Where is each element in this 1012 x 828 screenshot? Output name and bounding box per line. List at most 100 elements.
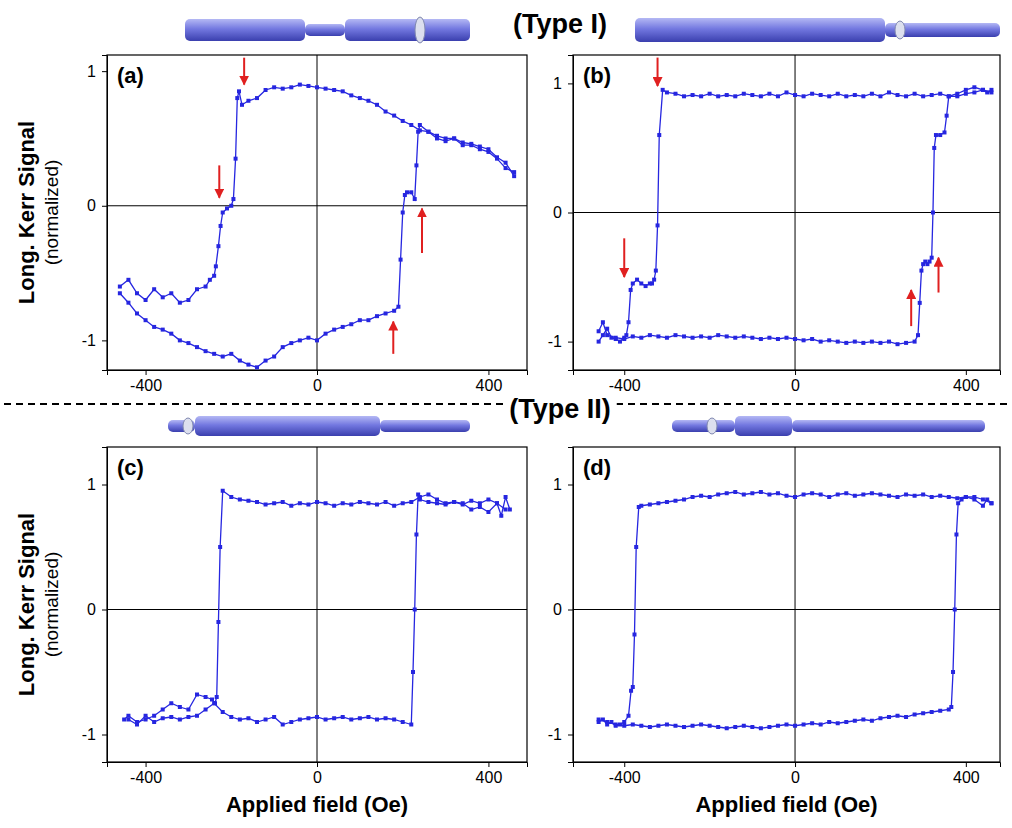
x-tick: 400	[476, 370, 503, 394]
x-tick: -400	[609, 762, 641, 786]
annotation-arrow	[392, 322, 394, 354]
data-point	[289, 504, 293, 508]
data-point	[204, 285, 208, 289]
data-point	[682, 94, 686, 98]
data-point	[366, 715, 370, 719]
data-point	[444, 139, 448, 143]
x-tick-label: -400	[130, 769, 162, 786]
x-zero-line	[317, 447, 318, 762]
data-point	[691, 495, 695, 499]
data-point	[416, 130, 420, 134]
data-point	[375, 314, 379, 318]
data-point	[691, 724, 695, 728]
data-point	[289, 341, 293, 345]
y-tick-label: 0	[87, 197, 96, 214]
data-point	[144, 318, 148, 322]
data-point	[255, 365, 259, 369]
wire-segment	[305, 24, 345, 36]
data-point	[478, 147, 482, 151]
data-point	[229, 495, 233, 499]
data-point	[836, 92, 840, 96]
data-point	[399, 258, 403, 262]
y-tick-label: 1	[87, 63, 96, 80]
data-point	[733, 725, 737, 729]
data-point	[186, 298, 190, 302]
data-point	[932, 146, 936, 150]
y-tick-mark	[102, 340, 107, 341]
data-point	[298, 338, 302, 342]
data-point	[793, 93, 797, 97]
data-point	[324, 501, 328, 505]
group-title: (Type I)	[513, 9, 607, 39]
data-point	[896, 93, 900, 97]
data-point	[597, 329, 601, 333]
data-point	[281, 345, 285, 349]
y-tick-label: 0	[553, 204, 562, 221]
data-point	[418, 123, 422, 127]
data-point	[597, 340, 601, 344]
data-point	[358, 716, 362, 720]
data-point	[896, 342, 900, 346]
data-point	[951, 670, 955, 674]
x-tick-mark	[966, 370, 967, 375]
panel: -4000400-101(a)Long. Kerr Signal(normali…	[14, 17, 528, 394]
data-point	[306, 716, 310, 720]
x-axis-line	[574, 371, 1001, 376]
data-point	[384, 716, 388, 720]
data-point	[699, 334, 703, 338]
data-point	[289, 85, 293, 89]
data-point	[759, 94, 763, 98]
x-tick-mark	[966, 762, 967, 767]
data-point	[416, 493, 420, 497]
data-point	[332, 88, 336, 92]
y-tick-label: -1	[82, 726, 96, 743]
data-point	[913, 494, 917, 498]
data-point	[349, 503, 353, 507]
data-point	[836, 340, 840, 344]
y-tick-label: 1	[553, 476, 562, 493]
data-point	[827, 495, 831, 499]
wire-segment	[672, 420, 735, 432]
data-point	[904, 715, 908, 719]
data-point	[478, 501, 482, 505]
data-point	[255, 96, 259, 100]
wire-segment	[195, 416, 380, 436]
data-point	[144, 714, 148, 718]
data-point	[240, 103, 244, 107]
data-point	[656, 724, 660, 728]
data-point	[691, 336, 695, 340]
y-tick: 0	[87, 197, 107, 214]
x-tick-label: 400	[476, 769, 503, 786]
x-tick-mark	[795, 370, 796, 375]
data-point	[221, 211, 225, 215]
x-tick-label: 400	[953, 769, 980, 786]
wire-segment	[185, 19, 305, 41]
data-point	[272, 355, 276, 359]
data-point	[776, 491, 780, 495]
data-point	[332, 504, 336, 508]
data-point	[802, 493, 806, 497]
wire-segment	[380, 420, 470, 432]
nanowire	[185, 17, 470, 43]
data-point	[913, 92, 917, 96]
data-point	[392, 504, 396, 508]
wire-ring	[183, 418, 193, 434]
data-point	[499, 514, 503, 518]
data-point	[375, 103, 379, 107]
y-tick: 0	[553, 204, 573, 221]
data-point	[384, 311, 388, 315]
data-point	[631, 282, 635, 286]
data-point	[785, 336, 789, 340]
y-tick: -1	[82, 726, 107, 743]
data-point	[955, 92, 959, 96]
data-point	[930, 256, 934, 260]
data-point	[742, 334, 746, 338]
data-point	[178, 718, 182, 722]
x-tick-mark	[146, 762, 147, 767]
y-tick: 0	[87, 601, 107, 618]
y-tick: 1	[553, 75, 573, 92]
data-point	[725, 491, 729, 495]
data-point	[221, 355, 225, 359]
y-tick-mark	[568, 735, 573, 736]
data-point	[195, 345, 199, 349]
